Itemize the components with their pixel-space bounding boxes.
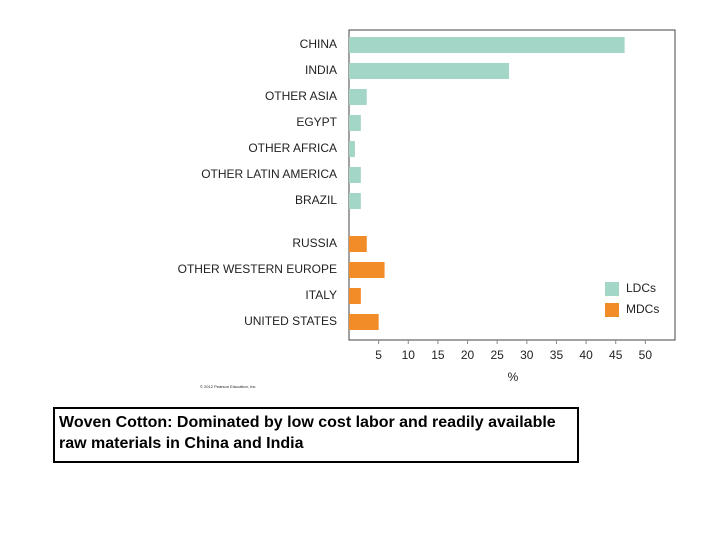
y-tick-label: CHINA [300,37,337,51]
bar [349,262,385,278]
credit: © 2012 Pearson Education, Inc. [200,384,257,389]
x-tick-label: 10 [402,348,416,362]
x-axis-label: % [508,370,519,384]
legend-swatch [605,282,619,296]
y-tick-label: EGYPT [296,115,337,129]
y-tick-label: OTHER ASIA [265,89,337,103]
bar [349,167,361,183]
caption: Woven Cotton: Dominated by low cost labo… [53,407,579,463]
x-tick-label: 5 [375,348,382,362]
y-tick-label: BRAZIL [295,193,337,207]
x-tick-label: 30 [520,348,534,362]
y-tick-label: ITALY [305,288,337,302]
legend-label: LDCs [626,281,656,295]
bar [349,89,367,105]
bar [349,236,367,252]
bar [349,288,361,304]
y-tick-label: OTHER LATIN AMERICA [201,167,337,181]
x-tick-label: 25 [491,348,505,362]
y-tick-label: OTHER AFRICA [248,141,337,155]
bar [349,63,510,79]
y-tick-label: INDIA [305,63,337,77]
x-tick-label: 15 [431,348,445,362]
legend-swatch [605,303,619,317]
plot-frame [348,29,676,341]
legend-label: MDCs [626,302,659,316]
y-tick-label: UNITED STATES [244,314,337,328]
bar [349,141,355,157]
bar [349,115,361,131]
bar [349,314,379,330]
bar [349,37,625,53]
y-tick-label: RUSSIA [292,236,337,250]
y-tick-label: OTHER WESTERN EUROPE [178,262,337,276]
chart: % © 2012 Pearson Education, Inc. 5 10 15 20… [178,29,676,389]
x-tick-label: 50 [639,348,653,362]
x-tick-label: 45 [609,348,623,362]
x-tick-label: 20 [461,348,475,362]
bar [349,193,361,209]
x-tick-label: 35 [550,348,564,362]
x-tick-label: 40 [579,348,593,362]
